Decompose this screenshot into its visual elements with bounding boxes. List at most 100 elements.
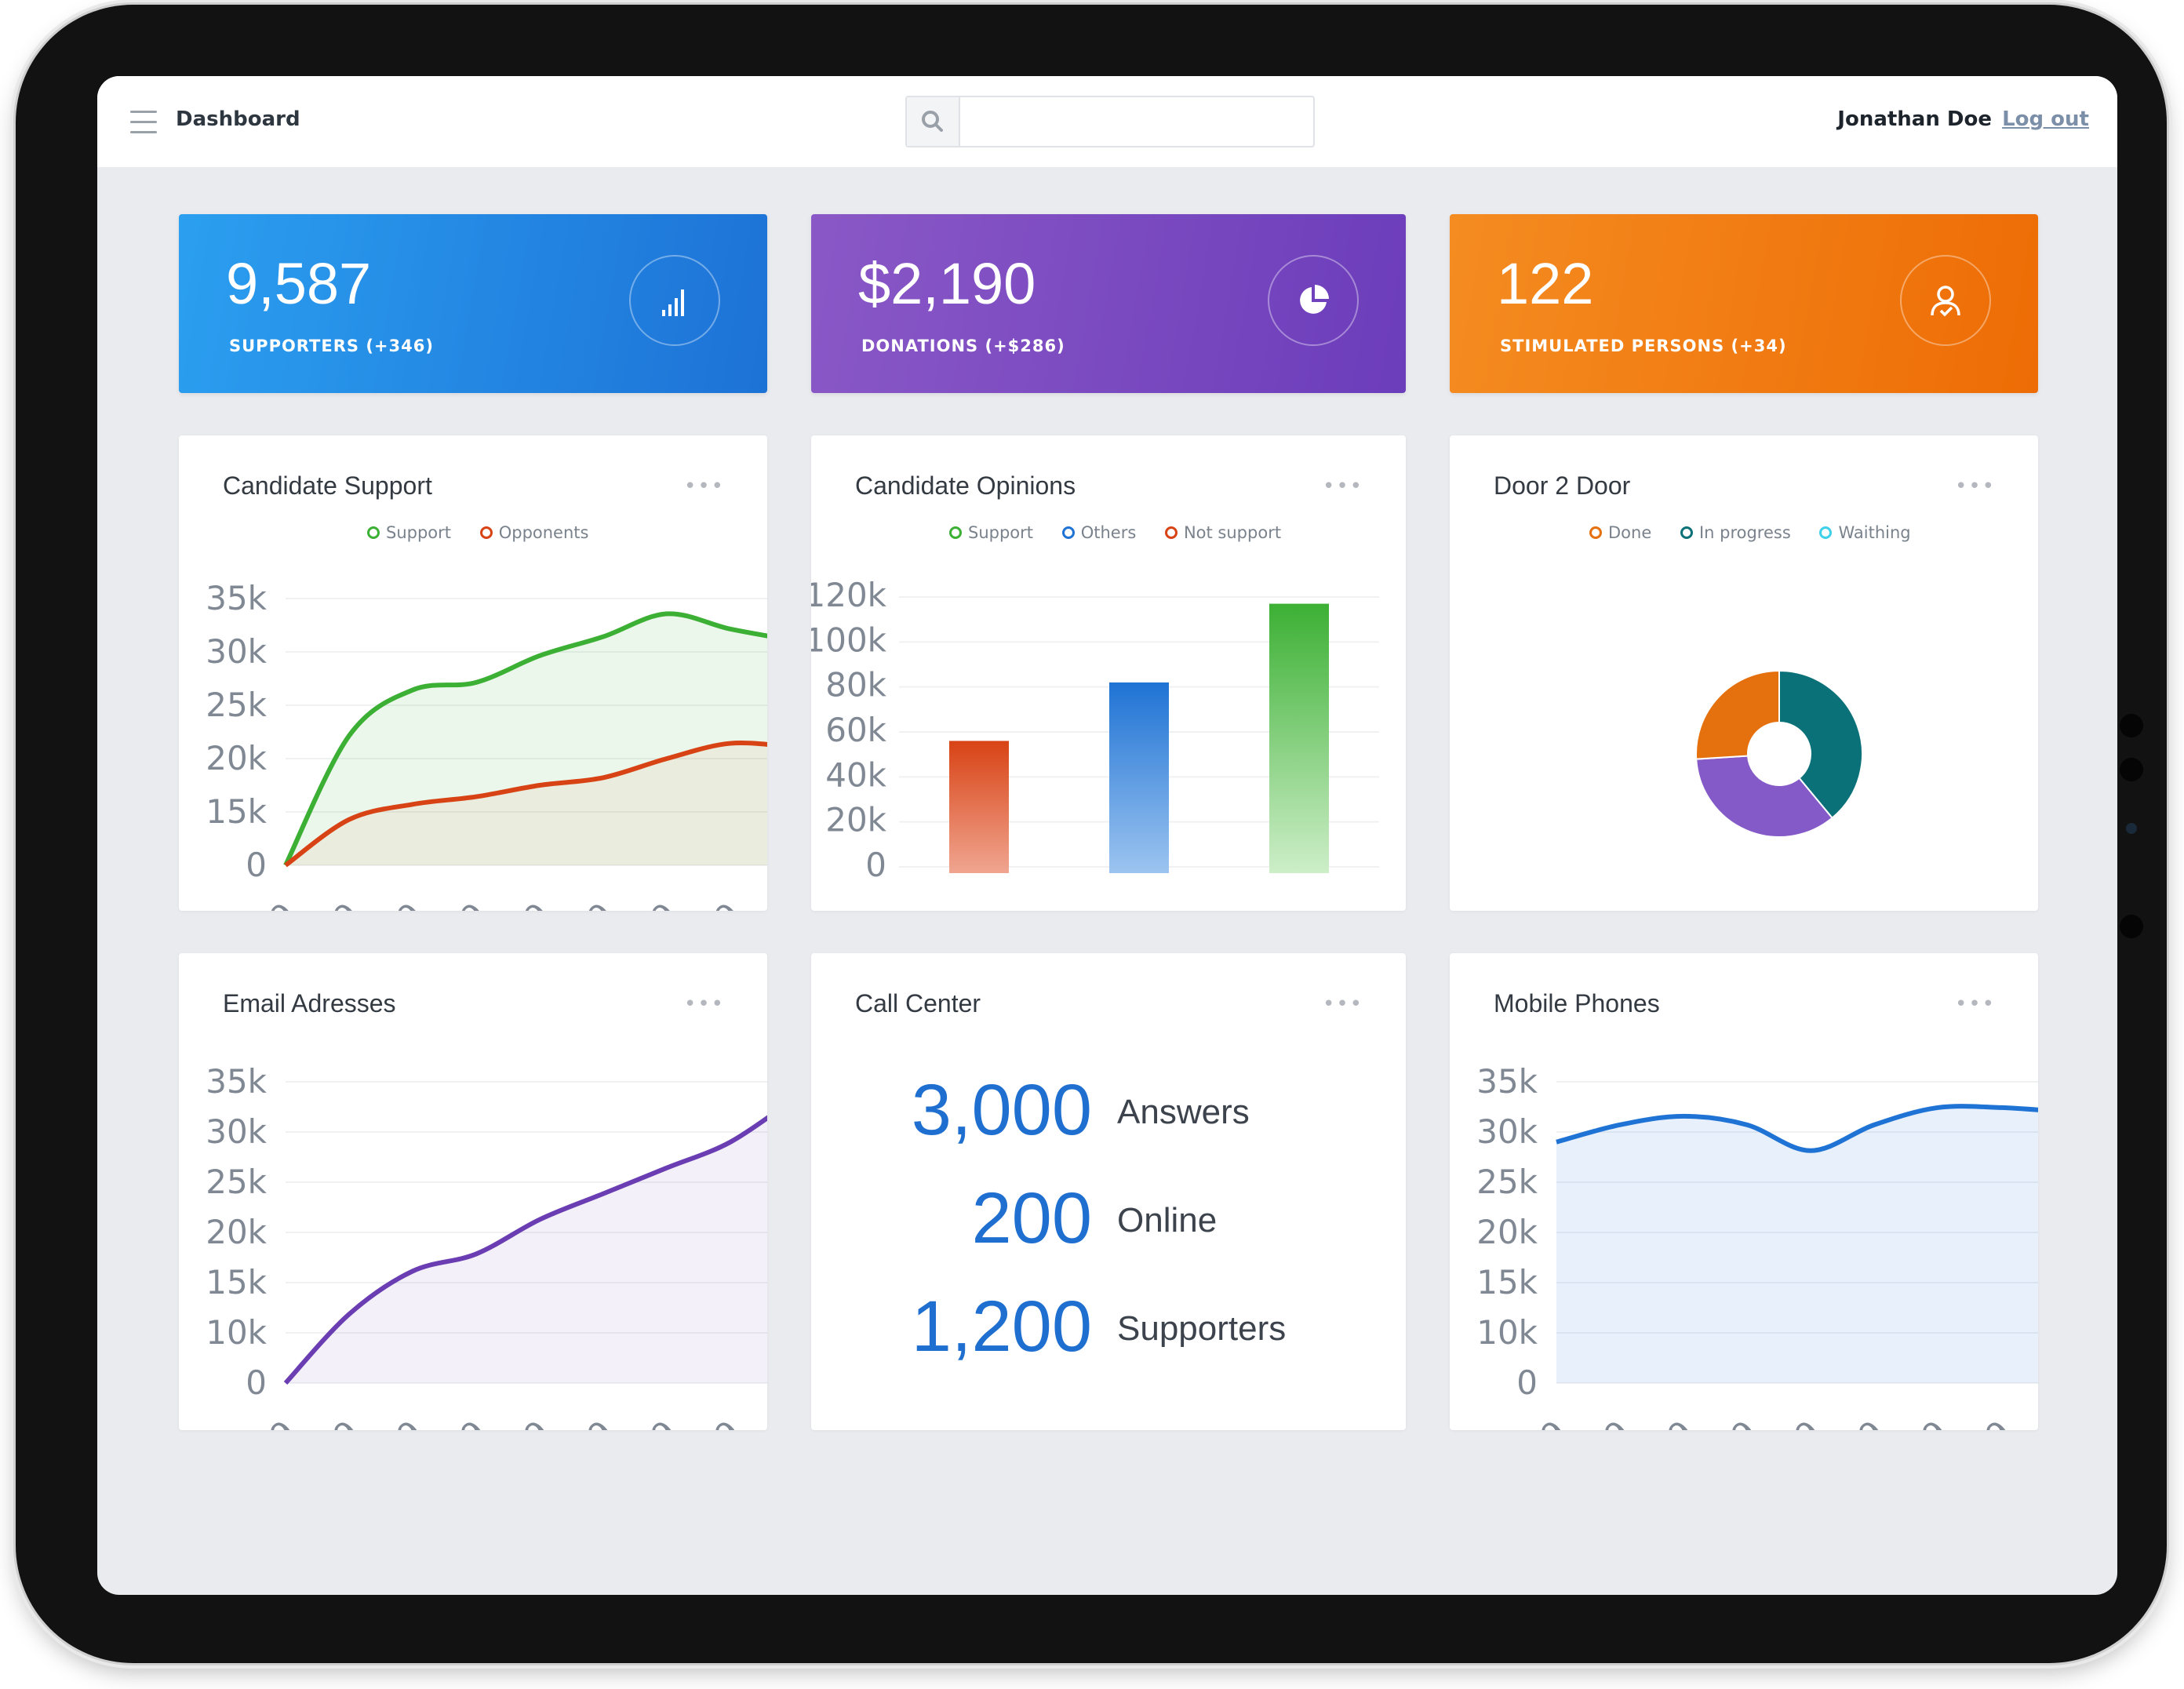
- y-tick-label: 20k: [1476, 1213, 1538, 1251]
- legend-item: In progress: [1680, 523, 1791, 542]
- series-area: [286, 1118, 767, 1383]
- legend-item: Opponents: [479, 523, 588, 542]
- more-options-icon[interactable]: •••: [1954, 475, 1996, 498]
- legend-item: Not support: [1164, 523, 1281, 542]
- bar-not-support: [949, 741, 1009, 873]
- email-adresses-chart: 35k30k25k20k15k10k018/0918/0918/0918/091…: [206, 1062, 767, 1430]
- user-check-icon: [1900, 255, 1991, 346]
- side-sensor: [2120, 915, 2143, 938]
- panel-title: Door 2 Door: [1494, 471, 1631, 500]
- stat-label: Supporters: [1117, 1309, 1287, 1348]
- search-box: [905, 96, 1315, 147]
- y-tick-label: 60k: [825, 711, 886, 749]
- mobile-phones-chart: 35k30k25k20k15k10k018/0918/0918/0918/091…: [1476, 1062, 2038, 1430]
- y-tick-label: 0: [1516, 1363, 1538, 1402]
- series-area: [286, 743, 767, 865]
- legend-item: Waithing: [1819, 523, 1911, 542]
- candidate-opinions-chart: 120k 100k 80k 60k 40k 20k 0: [811, 576, 1379, 884]
- y-tick-label: 0: [246, 846, 267, 884]
- bar-support: [1269, 603, 1329, 873]
- y-tick-label: 20k: [206, 739, 267, 777]
- stat-label: Answers: [1117, 1093, 1250, 1131]
- more-options-icon[interactable]: •••: [1954, 992, 1996, 1016]
- panel-title: Email Adresses: [223, 989, 396, 1017]
- call-center-stat: 1,200 Supporters: [811, 1286, 1406, 1372]
- y-tick-label: 40k: [825, 755, 886, 794]
- top-bar: Dashboard Jonathan Doe Log out: [97, 76, 2117, 167]
- signal-bars-icon: [629, 255, 720, 346]
- more-options-icon[interactable]: •••: [683, 475, 725, 498]
- series-line: [283, 1115, 767, 1385]
- legend-item: Support: [949, 523, 1033, 542]
- page-title: Dashboard: [176, 107, 300, 131]
- stat-label: DONATIONS (+$286): [861, 337, 1065, 355]
- slice-done: [1695, 669, 1780, 760]
- panel-candidate-support: Candidate Support ••• Support Opponents …: [179, 435, 767, 911]
- legend-item: Support: [367, 523, 451, 542]
- y-tick-label: 15k: [206, 792, 267, 831]
- y-tick-label: 80k: [825, 666, 886, 704]
- stat-value: 122: [1497, 251, 1594, 316]
- y-tick-label: 20k: [825, 801, 886, 839]
- logout-link[interactable]: Log out: [2002, 107, 2089, 131]
- side-sensor: [2120, 758, 2143, 781]
- tablet-frame: Dashboard Jonathan Doe Log out 9,587 SUP…: [16, 5, 2167, 1663]
- side-sensor: [2120, 714, 2143, 737]
- y-tick-label: 100k: [811, 621, 887, 659]
- chart-legend: Support Others Not support: [949, 523, 1305, 543]
- stat-value: $2,190: [858, 251, 1036, 316]
- panel-title: Call Center: [855, 989, 981, 1017]
- stat-value: 1,200: [911, 1287, 1092, 1367]
- user-name: Jonathan Doe: [1837, 107, 1992, 131]
- screen: Dashboard Jonathan Doe Log out 9,587 SUP…: [97, 76, 2117, 1595]
- series-area: [1556, 1106, 2038, 1383]
- search-input[interactable]: [962, 97, 1310, 147]
- y-tick-label: 30k: [1476, 1112, 1538, 1151]
- stat-value: 200: [971, 1178, 1093, 1258]
- stat-value: 9,587: [226, 251, 372, 316]
- y-tick-label: 10k: [206, 1313, 267, 1352]
- legend-item: Done: [1589, 523, 1651, 542]
- chart-legend: Support Opponents: [367, 523, 612, 543]
- stat-value: 3,000: [911, 1070, 1092, 1150]
- more-options-icon[interactable]: •••: [1322, 475, 1363, 498]
- series-line: [284, 741, 767, 868]
- y-tick-label: 0: [246, 1363, 267, 1402]
- stat-card-stimulated-persons[interactable]: 122 STIMULATED PERSONS (+34): [1450, 214, 2038, 393]
- panel-title: Mobile Phones: [1494, 989, 1660, 1017]
- y-tick-label: 35k: [1476, 1062, 1538, 1101]
- legend-item: Others: [1061, 523, 1136, 542]
- y-tick-label: 120k: [811, 576, 887, 614]
- x-tick-label: 18/09: [206, 895, 303, 911]
- x-tick-label: 18/09: [206, 1413, 303, 1430]
- search-icon: [922, 111, 943, 132]
- y-tick-label: 0: [865, 846, 886, 884]
- panel-candidate-opinions: Candidate Opinions ••• Support Others No…: [811, 435, 1406, 911]
- y-tick-label: 15k: [1476, 1263, 1538, 1301]
- panel-email-adresses: Email Adresses ••• 35k 30k 25k 20k 15k 10k 0 18…: [179, 953, 767, 1430]
- stat-card-donations[interactable]: $2,190 DONATIONS (+$286): [811, 214, 1406, 393]
- call-center-stat: 200 Online: [811, 1178, 1406, 1264]
- hamburger-menu-icon[interactable]: [130, 111, 157, 133]
- panel-title: Candidate Opinions: [855, 471, 1076, 500]
- y-tick-label: 30k: [206, 632, 267, 671]
- y-tick-label: 20k: [206, 1213, 267, 1251]
- stat-label: STIMULATED PERSONS (+34): [1500, 337, 1787, 355]
- y-tick-label: 35k: [206, 579, 267, 617]
- y-tick-label: 15k: [206, 1263, 267, 1301]
- bar-others: [1109, 682, 1169, 873]
- more-options-icon[interactable]: •••: [683, 992, 725, 1016]
- panel-call-center: Call Center ••• 3,000 Answers 200 Online…: [811, 953, 1406, 1430]
- search-button[interactable]: [907, 97, 960, 146]
- y-tick-label: 10k: [1476, 1313, 1538, 1352]
- chart-legend: Done In progress Waithing: [1589, 523, 1935, 543]
- x-tick-label: 18/09: [1476, 1413, 1574, 1430]
- stat-card-supporters[interactable]: 9,587 SUPPORTERS (+346): [179, 214, 767, 393]
- panel-door-2-door: Door 2 Door ••• Done In progress Waithin…: [1450, 435, 2038, 911]
- panel-mobile-phones: Mobile Phones ••• 35k 30k 25k 20k 15k 10k 0 18/…: [1450, 953, 2038, 1430]
- panel-title: Candidate Support: [223, 471, 432, 500]
- more-options-icon[interactable]: •••: [1322, 992, 1363, 1016]
- y-tick-label: 25k: [206, 1163, 267, 1201]
- stat-label: Online: [1117, 1201, 1218, 1239]
- slice-in-progress: [1778, 669, 1863, 820]
